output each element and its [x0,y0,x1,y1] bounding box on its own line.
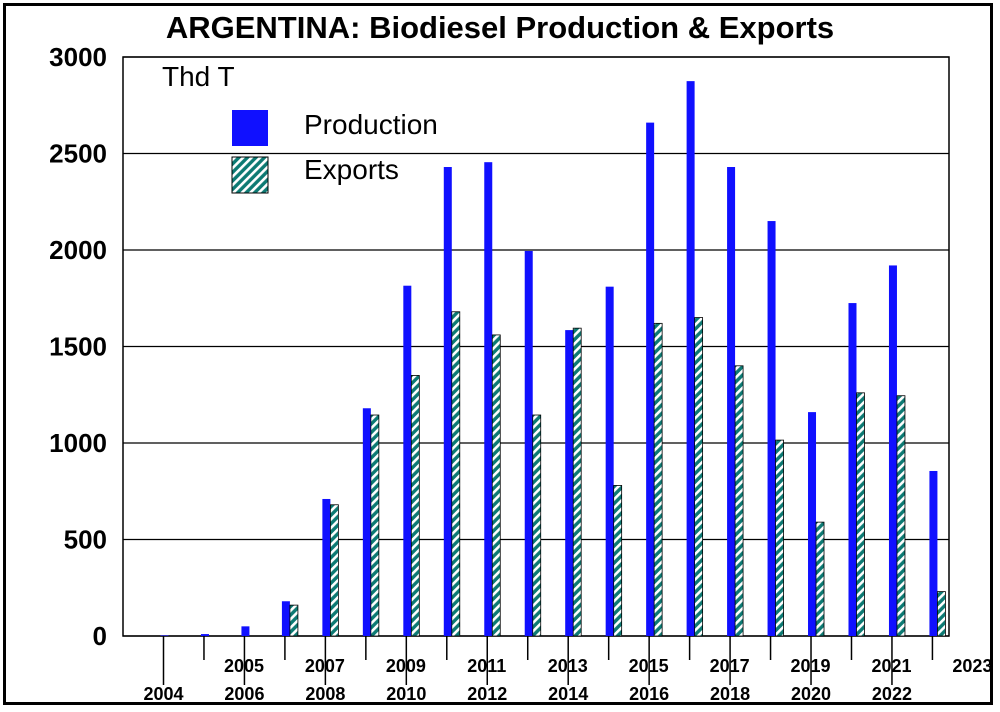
bars [160,81,946,637]
bar-exports [532,414,542,637]
bar-production [848,303,857,636]
bar-production [524,250,533,636]
x-tick-label: 2006 [224,684,264,704]
bar-production [888,265,897,636]
bar-production [362,408,371,636]
bar-production [241,626,250,636]
bar-exports [815,521,825,637]
bar-production [322,498,331,636]
y-tick-label: 0 [93,621,107,651]
bar-production [200,634,209,636]
bar-production [646,122,655,637]
x-tick-label: 2022 [872,684,912,704]
x-tick-label: 2023 [952,656,992,676]
bar-exports [613,485,623,637]
y-tick-label: 1000 [49,428,107,458]
bar-exports [775,439,784,637]
legend-swatch-production [232,110,268,146]
bar-exports [856,392,865,637]
legend: Production Exports [231,109,438,194]
y-tick-label: 2500 [49,139,107,169]
bar-production [808,412,817,636]
bar-production [281,601,290,636]
bar-production [767,221,776,637]
y-tick-label: 500 [64,525,107,555]
x-tick-label: 2016 [629,684,669,704]
bar-exports [289,604,299,637]
bar-production [727,167,736,636]
x-tick-label: 2018 [710,684,750,704]
legend-swatch-exports [231,156,269,194]
bar-production [160,635,169,636]
bar-exports [410,375,420,637]
bar-production [403,285,412,636]
bar-exports [734,365,744,637]
y-tick-label: 2000 [49,235,107,265]
bar-production [929,470,938,636]
bar-exports [572,327,582,637]
chart-title: ARGENTINA: Biodiesel Production & Export… [166,10,834,45]
bar-exports [896,395,906,637]
unit-label: Thd T [162,61,235,92]
x-axis: 2004200520062007200820092010201120122013… [143,636,992,704]
bar-exports [694,317,704,637]
y-tick-label: 1500 [49,332,107,362]
bar-exports [491,334,501,637]
y-tick-label: 3000 [49,42,107,72]
x-tick-label: 2004 [143,684,183,704]
bar-exports [329,504,339,637]
x-tick-label: 2008 [305,684,345,704]
legend-label-exports: Exports [304,154,399,185]
x-tick-label: 2014 [548,684,588,704]
bar-production [605,286,614,636]
bar-exports [937,591,946,637]
bar-production [484,162,493,636]
bar-exports [653,322,663,637]
x-tick-label: 2020 [791,684,831,704]
bar-exports [370,414,380,637]
bar-production [686,81,695,636]
legend-label-production: Production [304,109,438,140]
bar-production [565,330,574,636]
x-tick-label: 2012 [467,684,507,704]
y-axis-ticks: 0 500 1000 1500 2000 2500 3000 [49,42,107,651]
bar-production [443,167,452,636]
x-tick-label: 2010 [386,684,426,704]
bar-exports [451,311,461,637]
